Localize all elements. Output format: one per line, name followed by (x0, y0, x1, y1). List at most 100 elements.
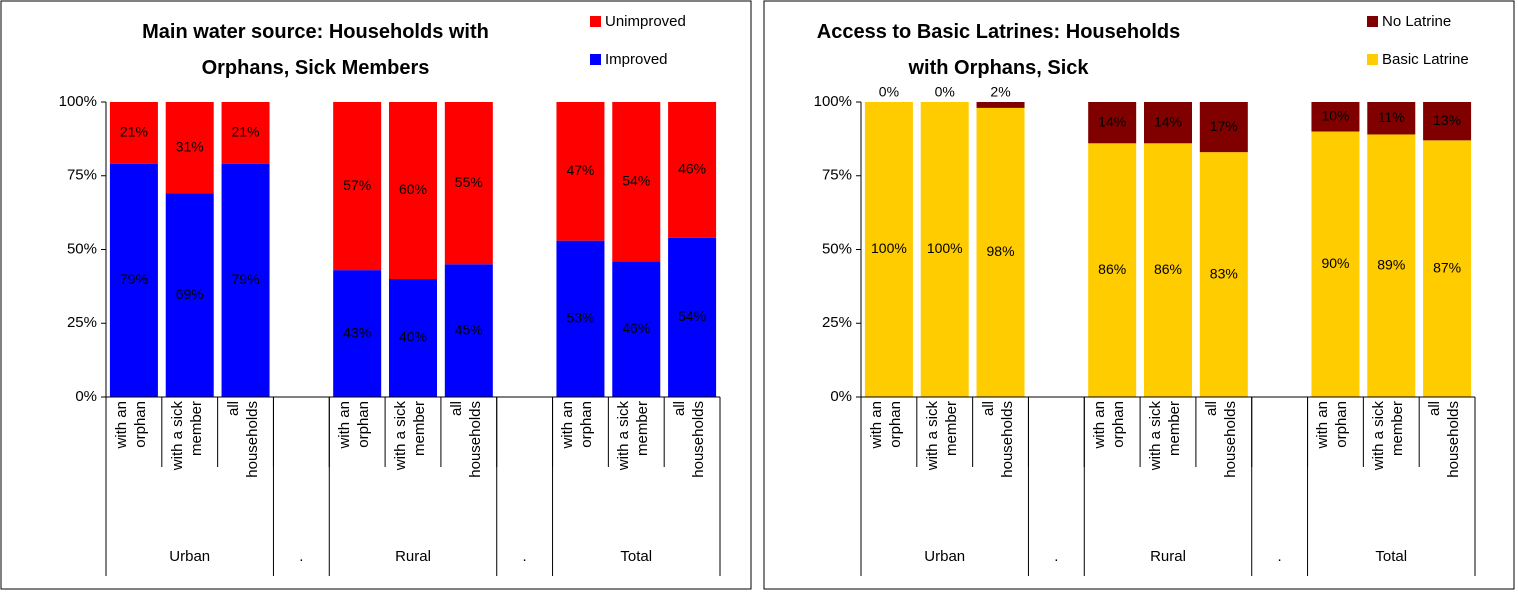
bar-segment (920, 102, 969, 397)
value-label: 0% (935, 84, 955, 100)
y-tick-label: 50% (822, 240, 852, 257)
y-tick-label: 75% (67, 167, 97, 184)
bar-segment (976, 102, 1025, 108)
value-label: 90% (1321, 255, 1349, 271)
x-tick-label: with an orphan (559, 401, 596, 449)
bar-segment (1367, 134, 1416, 397)
value-label: 46% (622, 320, 650, 336)
bar-segment (389, 102, 437, 279)
value-label: 13% (1433, 112, 1461, 128)
bar-segment (444, 264, 493, 397)
group-label: Urban (169, 548, 210, 565)
value-label: 21% (232, 124, 260, 140)
chart-title-box: Main water source: Households with Orpha… (142, 21, 489, 79)
x-tick-label: with an orphan (336, 401, 373, 449)
x-tick-label-box: all households (979, 401, 1016, 478)
value-label: 17% (1210, 118, 1238, 134)
chart-title: Access to Basic Latrines: Households wit… (816, 21, 1181, 79)
bar-segment (1311, 131, 1360, 397)
value-label: 10% (1321, 107, 1349, 123)
x-tick-label-box: with an orphan (867, 401, 904, 449)
value-label: 40% (399, 329, 427, 345)
bar-segment (333, 102, 382, 271)
x-tick-label: with a sick member (392, 401, 428, 471)
x-tick-label-box: all households (225, 401, 261, 478)
group-label: Urban (924, 548, 965, 565)
value-label: 53% (566, 310, 594, 326)
y-tick-label: 100% (814, 93, 852, 110)
x-tick-label-box: with an orphan (1091, 401, 1128, 449)
group-label: . (299, 548, 303, 565)
value-label: 2% (990, 84, 1010, 100)
legend-swatch (1367, 54, 1378, 65)
bar-segment (668, 237, 717, 397)
bar-segment (444, 102, 493, 265)
bar-segment (1199, 152, 1248, 397)
x-tick-label: all households (1202, 401, 1239, 478)
y-tick-label: 0% (830, 388, 852, 405)
value-label: 21% (120, 124, 148, 140)
bar-segment (1311, 102, 1360, 132)
value-label: 54% (678, 308, 706, 324)
group-label: . (1054, 548, 1058, 565)
legend-swatch (590, 54, 601, 65)
legend-label: Basic Latrine (1382, 51, 1469, 68)
y-tick-label: 50% (67, 240, 97, 257)
y-tick-label: 75% (822, 167, 852, 184)
group-label: . (1278, 548, 1282, 565)
value-label: 98% (987, 243, 1015, 259)
x-tick-label-box: all households (448, 401, 484, 478)
bar-segment (1423, 140, 1472, 397)
x-tick-label-box: with a sick member (392, 401, 428, 471)
group-label: Rural (395, 548, 431, 565)
value-label: 14% (1098, 113, 1126, 129)
value-label: 54% (622, 172, 650, 188)
x-tick-label-box: with an orphan (112, 401, 149, 449)
group-label: . (523, 548, 527, 565)
x-tick-label-box: with a sick member (169, 401, 205, 470)
legend-label: Unimproved (605, 13, 686, 30)
bar-segment (1088, 102, 1137, 144)
panel-border (763, 0, 1515, 590)
value-label: 14% (1154, 113, 1182, 129)
x-tick-label: with an orphan (112, 401, 149, 449)
x-tick-label: with an orphan (867, 401, 904, 449)
value-label: 87% (1433, 259, 1461, 275)
x-tick-label: with a sick member (1370, 401, 1407, 471)
bar-segment (1423, 102, 1472, 141)
y-tick-label: 25% (67, 314, 97, 331)
x-tick-label-box: with a sick member (924, 401, 960, 470)
panel-border (0, 0, 752, 590)
value-label: 57% (343, 177, 371, 193)
bar-segment (556, 240, 605, 397)
chart-title-box: Access to Basic Latrines: Households wit… (816, 21, 1181, 79)
group-label: Rural (1150, 548, 1186, 565)
bar-segment (165, 102, 214, 194)
x-tick-label: with a sick member (615, 401, 652, 471)
x-tick-label: all households (1426, 401, 1463, 478)
bar-segment (1367, 102, 1416, 135)
x-tick-label: with a sick member (1147, 401, 1183, 471)
x-tick-label: all households (671, 401, 708, 478)
x-tick-label-box: with a sick member (1370, 401, 1407, 471)
value-label: 86% (1154, 261, 1182, 277)
x-tick-label-box: all households (1426, 401, 1463, 478)
value-label: 31% (176, 138, 204, 154)
value-label: 43% (343, 324, 371, 340)
value-label: 100% (871, 240, 907, 256)
bar-segment (612, 102, 661, 262)
chart-title: Main water source: Households with Orpha… (142, 21, 489, 79)
bar-segment (1088, 143, 1137, 397)
x-tick-label: with an orphan (1314, 401, 1351, 449)
x-tick-label: with an orphan (1091, 401, 1128, 449)
bar-segment (668, 102, 717, 238)
x-tick-label-box: all households (1202, 401, 1239, 478)
x-tick-label-box: with an orphan (559, 401, 596, 449)
x-tick-label: all households (979, 401, 1016, 478)
value-label: 0% (879, 84, 899, 100)
x-tick-label-box: with a sick member (1147, 401, 1183, 471)
bar-segment (864, 102, 913, 397)
value-label: 55% (455, 174, 483, 190)
y-tick-label: 25% (822, 314, 852, 331)
legend-swatch (590, 16, 601, 27)
